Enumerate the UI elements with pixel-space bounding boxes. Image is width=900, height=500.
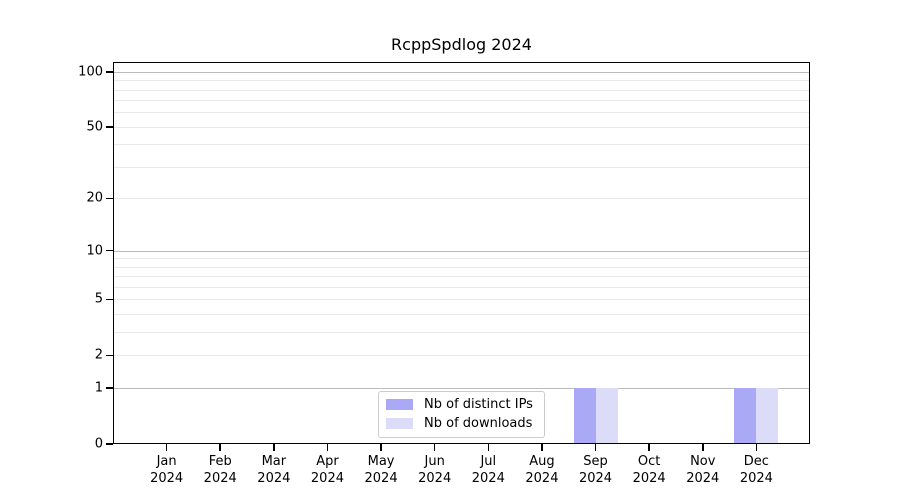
bar-downloads <box>595 388 618 444</box>
x-tick-label: Aug 2024 <box>525 454 559 486</box>
x-tick-label: May 2024 <box>364 454 398 486</box>
x-tick-mark <box>380 444 382 451</box>
y-tick-label: 10 <box>86 243 103 259</box>
legend-entry-downloads: Nb of downloads <box>386 416 533 431</box>
legend-swatch-distinct-ips <box>386 399 413 410</box>
minor-gridline <box>113 287 810 289</box>
legend-entry-distinct-ips: Nb of distinct IPs <box>386 397 533 412</box>
minor-gridline <box>113 198 810 200</box>
major-gridline <box>113 388 810 390</box>
minor-gridline <box>113 112 810 114</box>
minor-gridline <box>113 80 810 82</box>
y-tick-mark <box>106 71 113 73</box>
y-tick-mark <box>106 387 113 389</box>
x-tick-mark <box>219 444 221 451</box>
x-tick-mark <box>326 444 329 451</box>
legend: Nb of distinct IPs Nb of downloads <box>378 391 545 438</box>
x-tick-label: Jul 2024 <box>471 454 505 486</box>
y-tick-label: 5 <box>94 291 103 307</box>
y-tick-mark <box>106 298 113 301</box>
y-tick-mark <box>106 443 113 445</box>
x-tick-mark <box>755 444 758 451</box>
y-tick-mark <box>106 249 113 252</box>
x-tick-label: Jan 2024 <box>150 454 184 486</box>
minor-gridline <box>113 144 810 146</box>
x-tick-label: Oct 2024 <box>632 454 666 486</box>
minor-gridline <box>113 355 810 357</box>
plot-area <box>113 62 810 444</box>
x-tick-mark <box>541 444 543 451</box>
x-tick-label: Nov 2024 <box>686 454 720 486</box>
y-tick-label: 0 <box>94 436 103 452</box>
minor-gridline <box>113 276 810 278</box>
x-tick-label: Mar 2024 <box>257 454 291 486</box>
y-tick-label: 1 <box>94 380 103 396</box>
y-tick-label: 100 <box>78 64 103 80</box>
minor-gridline <box>113 299 810 301</box>
minor-gridline <box>113 126 810 128</box>
legend-swatch-downloads <box>386 418 413 429</box>
minor-gridline <box>113 167 810 169</box>
major-gridline <box>113 71 810 73</box>
minor-gridline <box>113 332 810 334</box>
minor-gridline <box>113 266 810 268</box>
minor-gridline <box>113 100 810 102</box>
x-tick-mark <box>273 444 275 451</box>
x-tick-mark <box>594 444 597 451</box>
legend-label-downloads: Nb of downloads <box>424 416 533 431</box>
minor-gridline <box>113 258 810 260</box>
minor-gridline <box>113 89 810 91</box>
x-tick-label: Jun 2024 <box>418 454 452 486</box>
y-tick-mark <box>106 354 113 357</box>
bar-downloads <box>756 388 779 444</box>
legend-label-distinct-ips: Nb of distinct IPs <box>424 397 533 412</box>
y-tick-label: 50 <box>86 119 103 135</box>
x-tick-mark <box>648 444 650 451</box>
x-tick-label: Sep 2024 <box>578 454 613 486</box>
bar-distinct-ips <box>734 388 757 444</box>
x-tick-label: Apr 2024 <box>310 454 344 486</box>
y-tick-label: 2 <box>94 347 103 363</box>
minor-gridline <box>113 314 810 316</box>
x-tick-label: Dec 2024 <box>739 454 773 486</box>
chart-title: RcppSpdlog 2024 <box>391 35 532 54</box>
x-tick-mark <box>433 444 436 451</box>
y-tick-mark <box>106 126 113 128</box>
y-tick-label: 20 <box>86 190 103 206</box>
y-tick-mark <box>106 197 113 200</box>
bar-distinct-ips <box>573 388 596 444</box>
x-tick-mark <box>702 444 704 451</box>
x-tick-label: Feb 2024 <box>203 454 237 486</box>
x-tick-mark <box>487 444 490 451</box>
major-gridline <box>113 250 810 252</box>
x-tick-mark <box>165 444 168 451</box>
